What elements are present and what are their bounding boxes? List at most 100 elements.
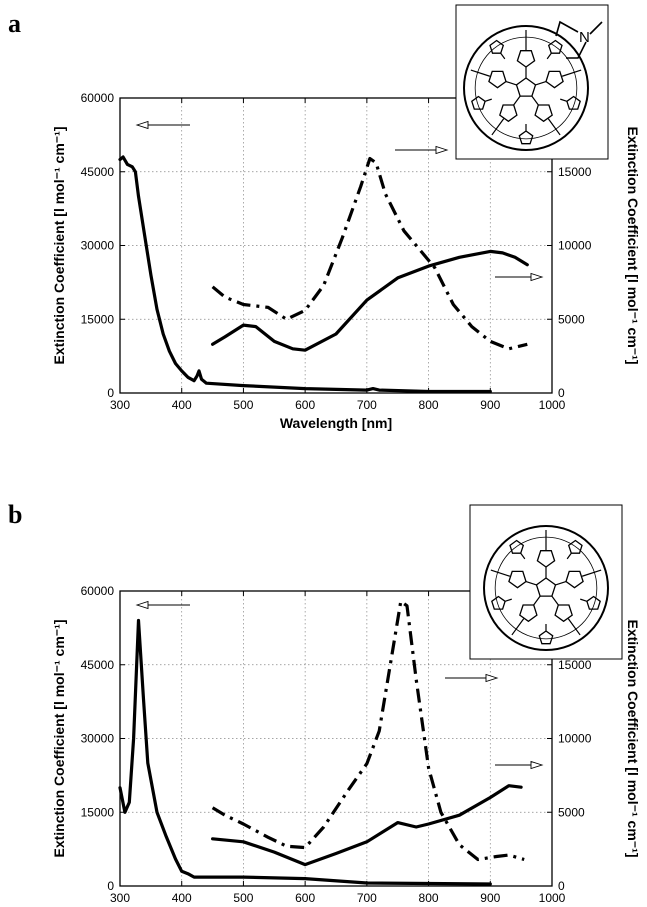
cage-pentagon: [488, 70, 507, 89]
cage-pentagon: [567, 539, 583, 554]
y-right-axis-title: Extinction Coefficient [l mol⁻¹ cm⁻¹]: [625, 619, 641, 857]
cage-bond: [546, 52, 552, 60]
y-right-tick-label: 10000: [558, 239, 592, 253]
cage-bond: [566, 552, 572, 560]
arrow-head: [135, 600, 149, 610]
y-right-tick-label: 5000: [558, 312, 585, 326]
cage-pentagon: [535, 577, 557, 597]
pyrrolidine-ring: [555, 20, 587, 59]
x-tick-label: 700: [357, 398, 377, 412]
cage-outline: [463, 25, 589, 151]
series-line-left-solid: [118, 155, 492, 394]
c60-molecule-icon: [483, 525, 609, 651]
y-left-tick-label: 30000: [81, 239, 115, 253]
x-tick-label: 400: [172, 398, 192, 412]
y-left-axis-title: Extinction Coefficient [l mol⁻¹ cm⁻¹]: [51, 126, 67, 364]
x-axis-title: Wavelength [nm]: [280, 415, 392, 431]
y-right-tick-label: 0: [558, 386, 565, 400]
y-right-tick-label: 10000: [558, 732, 592, 746]
n-methyl-bond: [589, 21, 603, 35]
fulleropyrrolidine-molecule-icon: N: [463, 20, 603, 151]
cage-pentagon: [491, 595, 506, 610]
x-tick-label: 400: [172, 891, 192, 905]
cage-bond: [504, 598, 512, 602]
cage-pentagon: [509, 539, 525, 554]
series-line-right-solid: [211, 249, 529, 352]
arrow-head: [530, 272, 544, 282]
y-right-tick-label: 0: [558, 879, 565, 893]
y-left-tick-label: 15000: [81, 805, 115, 819]
arrow-head: [530, 760, 544, 770]
inset-frame: [469, 504, 623, 660]
cage-bond: [525, 580, 537, 586]
x-tick-label: 500: [233, 891, 253, 905]
y-left-tick-label: 15000: [81, 312, 115, 326]
x-tick-label: 600: [295, 398, 315, 412]
y-left-tick-label: 60000: [81, 584, 115, 598]
cage-pentagon: [566, 95, 581, 110]
cage-bond: [560, 98, 568, 102]
nitrogen-atom-glyph: N: [579, 29, 590, 46]
panel-label: b: [8, 500, 22, 529]
y-right-axis-title: Extinction Coefficient [l mol⁻¹ cm⁻¹]: [625, 126, 641, 364]
x-tick-label: 500: [233, 398, 253, 412]
cage-pentagon: [534, 104, 553, 123]
x-tick-label: 1000: [539, 398, 566, 412]
cage-bond: [484, 98, 492, 102]
y-right-tick-label: 15000: [558, 658, 592, 672]
cage-bond: [500, 52, 506, 60]
cage-bond: [531, 95, 539, 106]
cage-pentagon: [554, 604, 573, 623]
cage-bond: [505, 80, 517, 86]
series-line-right-dashdot: [211, 599, 525, 862]
y-right-tick-label: 5000: [558, 805, 585, 819]
cage-bond: [491, 118, 505, 136]
cage-pentagon: [508, 570, 527, 589]
y-left-tick-label: 45000: [81, 165, 115, 179]
x-tick-label: 1000: [539, 891, 566, 905]
x-tick-label: 900: [480, 398, 500, 412]
x-tick-label: 600: [295, 891, 315, 905]
series-line-left-solid: [118, 618, 492, 886]
x-tick-label: 800: [419, 891, 439, 905]
cage-pentagon: [586, 595, 601, 610]
x-tick-label: 800: [419, 398, 439, 412]
y-right-tick-label: 15000: [558, 165, 592, 179]
cage-bond: [535, 80, 547, 86]
arrow-head: [435, 145, 449, 155]
x-tick-label: 300: [110, 891, 130, 905]
cage-pentagon: [519, 604, 538, 623]
y-left-tick-label: 30000: [81, 732, 115, 746]
cage-pentagon: [545, 70, 564, 89]
y-left-tick-label: 45000: [81, 658, 115, 672]
series-line-right-solid: [211, 784, 523, 867]
cage-pentagon: [515, 77, 537, 97]
cage-pentagon: [547, 39, 563, 54]
arrow-head: [135, 120, 149, 130]
cage-bond: [533, 595, 541, 606]
y-left-tick-label: 60000: [81, 91, 115, 105]
series-line-right-dashdot: [211, 156, 528, 351]
cage-pentagon: [538, 630, 554, 645]
x-tick-label: 900: [480, 891, 500, 905]
panel-label: a: [8, 9, 21, 38]
x-tick-label: 300: [110, 398, 130, 412]
y-left-tick-label: 0: [107, 386, 114, 400]
y-left-axis-title: Extinction Coefficient [l mol⁻¹ cm⁻¹]: [51, 619, 67, 857]
cage-bond: [513, 95, 521, 106]
cage-bond: [561, 69, 582, 77]
cage-bond: [520, 552, 526, 560]
cage-pentagon: [471, 95, 486, 110]
cage-bond: [547, 118, 561, 136]
y-left-tick-label: 0: [107, 879, 114, 893]
x-tick-label: 700: [357, 891, 377, 905]
cage-pentagon: [536, 550, 556, 568]
cage-bond: [555, 580, 567, 586]
cage-pentagon: [565, 570, 584, 589]
cage-bond: [470, 69, 491, 77]
cage-bond: [580, 598, 588, 602]
cage-pentagon: [499, 104, 518, 123]
